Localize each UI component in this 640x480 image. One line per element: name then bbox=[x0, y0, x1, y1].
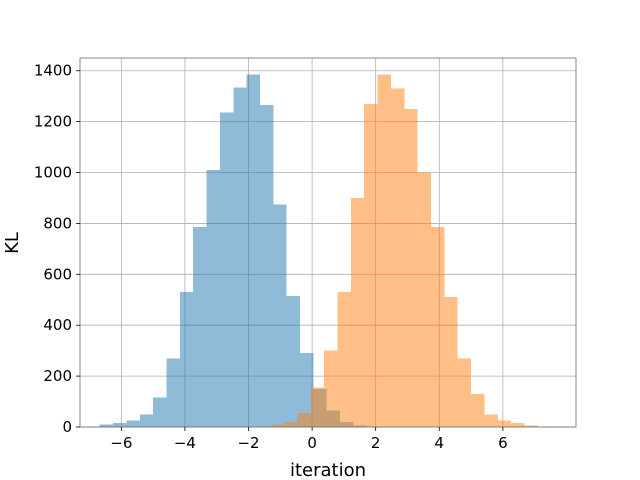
y-tick-label: 400 bbox=[43, 316, 72, 334]
x-tick-label: −2 bbox=[237, 434, 259, 452]
histogram-bar bbox=[524, 425, 538, 427]
histogram-bar bbox=[497, 420, 512, 427]
y-tick-label: 600 bbox=[43, 265, 72, 283]
histogram-bar bbox=[206, 169, 220, 427]
histogram-bar bbox=[166, 358, 180, 427]
histogram-bar bbox=[233, 87, 247, 428]
y-tick-label: 1400 bbox=[34, 62, 72, 80]
histogram-bar bbox=[246, 74, 260, 427]
histogram-bar bbox=[404, 108, 418, 428]
histogram-bar bbox=[284, 421, 298, 427]
histogram-bar bbox=[484, 414, 498, 427]
histogram-bar bbox=[431, 227, 445, 427]
histogram-bar bbox=[377, 74, 391, 427]
x-tick-label: 6 bbox=[498, 434, 508, 452]
histogram-bar bbox=[511, 423, 525, 427]
histogram-bar bbox=[113, 423, 127, 427]
x-tick-label: −6 bbox=[110, 434, 132, 452]
y-tick-label: 800 bbox=[43, 214, 72, 232]
x-tick-label: −4 bbox=[174, 434, 196, 452]
histogram-bar bbox=[337, 292, 351, 427]
histogram-bar bbox=[179, 292, 194, 427]
histogram-bar bbox=[193, 227, 207, 427]
series-2 bbox=[270, 74, 538, 428]
histogram-bar bbox=[324, 350, 338, 427]
histogram-bar bbox=[364, 103, 378, 428]
histogram-bar bbox=[297, 413, 311, 427]
histogram-bar bbox=[259, 105, 274, 427]
x-tick-label: 4 bbox=[435, 434, 445, 452]
y-axis-ticks: 0 200 400 600 800 1000 1200 1400 bbox=[34, 62, 80, 436]
bars bbox=[99, 74, 538, 428]
x-axis-label: iteration bbox=[290, 460, 366, 480]
histogram-bar bbox=[300, 353, 314, 427]
histogram-bar bbox=[139, 414, 154, 427]
histogram-bar bbox=[310, 387, 325, 427]
histogram-bar bbox=[444, 297, 458, 427]
y-tick-label: 0 bbox=[62, 418, 72, 436]
histogram-bar bbox=[390, 88, 405, 427]
x-tick-label: 0 bbox=[307, 434, 317, 452]
y-tick-label: 200 bbox=[43, 367, 72, 385]
histogram-bar bbox=[219, 112, 234, 427]
histogram-bar bbox=[350, 197, 365, 427]
x-tick-label: 2 bbox=[371, 434, 381, 452]
histogram-bar bbox=[457, 358, 472, 427]
y-axis-label: KL bbox=[2, 232, 23, 254]
histogram-bar bbox=[286, 295, 301, 427]
histogram-bar bbox=[273, 204, 287, 427]
histogram-bar bbox=[471, 393, 485, 427]
plot-frame bbox=[79, 57, 577, 428]
y-tick-label: 1000 bbox=[34, 164, 72, 182]
histogram-bar bbox=[99, 424, 114, 427]
y-tick-label: 1200 bbox=[34, 113, 72, 131]
histogram-bar bbox=[270, 424, 285, 427]
series-1 bbox=[99, 74, 381, 428]
histogram-bar bbox=[126, 420, 140, 427]
histogram-bar bbox=[417, 172, 432, 427]
x-axis-ticks: −6 −4 −2 0 2 4 6 bbox=[110, 427, 508, 452]
histogram-bar bbox=[153, 397, 167, 427]
